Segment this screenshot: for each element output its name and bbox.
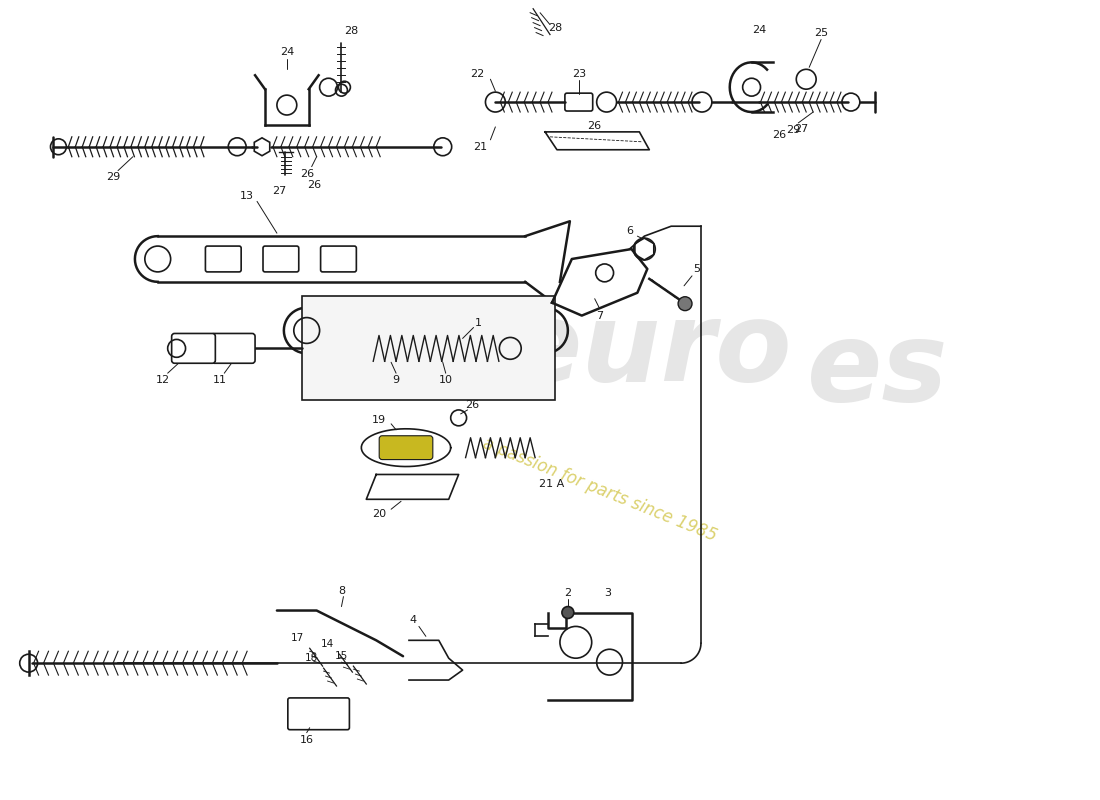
Text: 3: 3 — [604, 588, 612, 598]
Text: 19: 19 — [372, 415, 386, 425]
Text: 1: 1 — [475, 318, 482, 327]
Text: 29: 29 — [786, 125, 801, 135]
Text: 15: 15 — [334, 651, 348, 662]
FancyBboxPatch shape — [320, 246, 356, 272]
Text: 10: 10 — [439, 375, 453, 385]
Text: 28: 28 — [344, 26, 359, 35]
Text: 2: 2 — [564, 588, 571, 598]
Text: 16: 16 — [299, 734, 314, 745]
Text: 25: 25 — [814, 27, 828, 38]
Text: 20: 20 — [372, 510, 386, 519]
Text: 24: 24 — [279, 47, 294, 58]
Text: 26: 26 — [587, 121, 602, 131]
Text: 5: 5 — [693, 264, 701, 274]
Text: 7: 7 — [596, 310, 603, 321]
Text: es: es — [807, 317, 948, 424]
FancyBboxPatch shape — [172, 334, 216, 363]
Text: 13: 13 — [240, 191, 254, 202]
FancyBboxPatch shape — [211, 334, 255, 363]
FancyBboxPatch shape — [288, 698, 350, 730]
FancyBboxPatch shape — [301, 296, 556, 400]
Text: 12: 12 — [155, 375, 169, 385]
Text: 24: 24 — [752, 25, 767, 34]
Text: 17: 17 — [292, 634, 305, 643]
Text: 26: 26 — [465, 400, 480, 410]
Text: 6: 6 — [626, 226, 632, 236]
Text: 27: 27 — [794, 124, 808, 134]
FancyBboxPatch shape — [565, 93, 593, 111]
Text: 26: 26 — [299, 169, 314, 178]
Text: euro: euro — [506, 297, 792, 404]
Text: 26: 26 — [308, 179, 321, 190]
Text: 11: 11 — [213, 375, 228, 385]
Text: a passion for parts since 1985: a passion for parts since 1985 — [480, 434, 719, 545]
Circle shape — [678, 297, 692, 310]
Text: 28: 28 — [548, 22, 562, 33]
Text: 9: 9 — [393, 375, 399, 385]
Text: 18: 18 — [305, 653, 318, 663]
Text: 14: 14 — [321, 639, 334, 650]
FancyBboxPatch shape — [263, 246, 299, 272]
Text: 27: 27 — [272, 186, 286, 197]
Circle shape — [562, 606, 574, 618]
FancyBboxPatch shape — [206, 246, 241, 272]
Text: 26: 26 — [772, 130, 786, 140]
Text: 22: 22 — [471, 70, 485, 79]
Text: 21 A: 21 A — [539, 479, 564, 490]
Text: 4: 4 — [409, 615, 417, 626]
Text: 8: 8 — [338, 586, 345, 596]
Text: 21: 21 — [473, 142, 487, 152]
FancyBboxPatch shape — [379, 436, 432, 459]
Text: 29: 29 — [106, 171, 120, 182]
Text: 23: 23 — [572, 70, 586, 79]
